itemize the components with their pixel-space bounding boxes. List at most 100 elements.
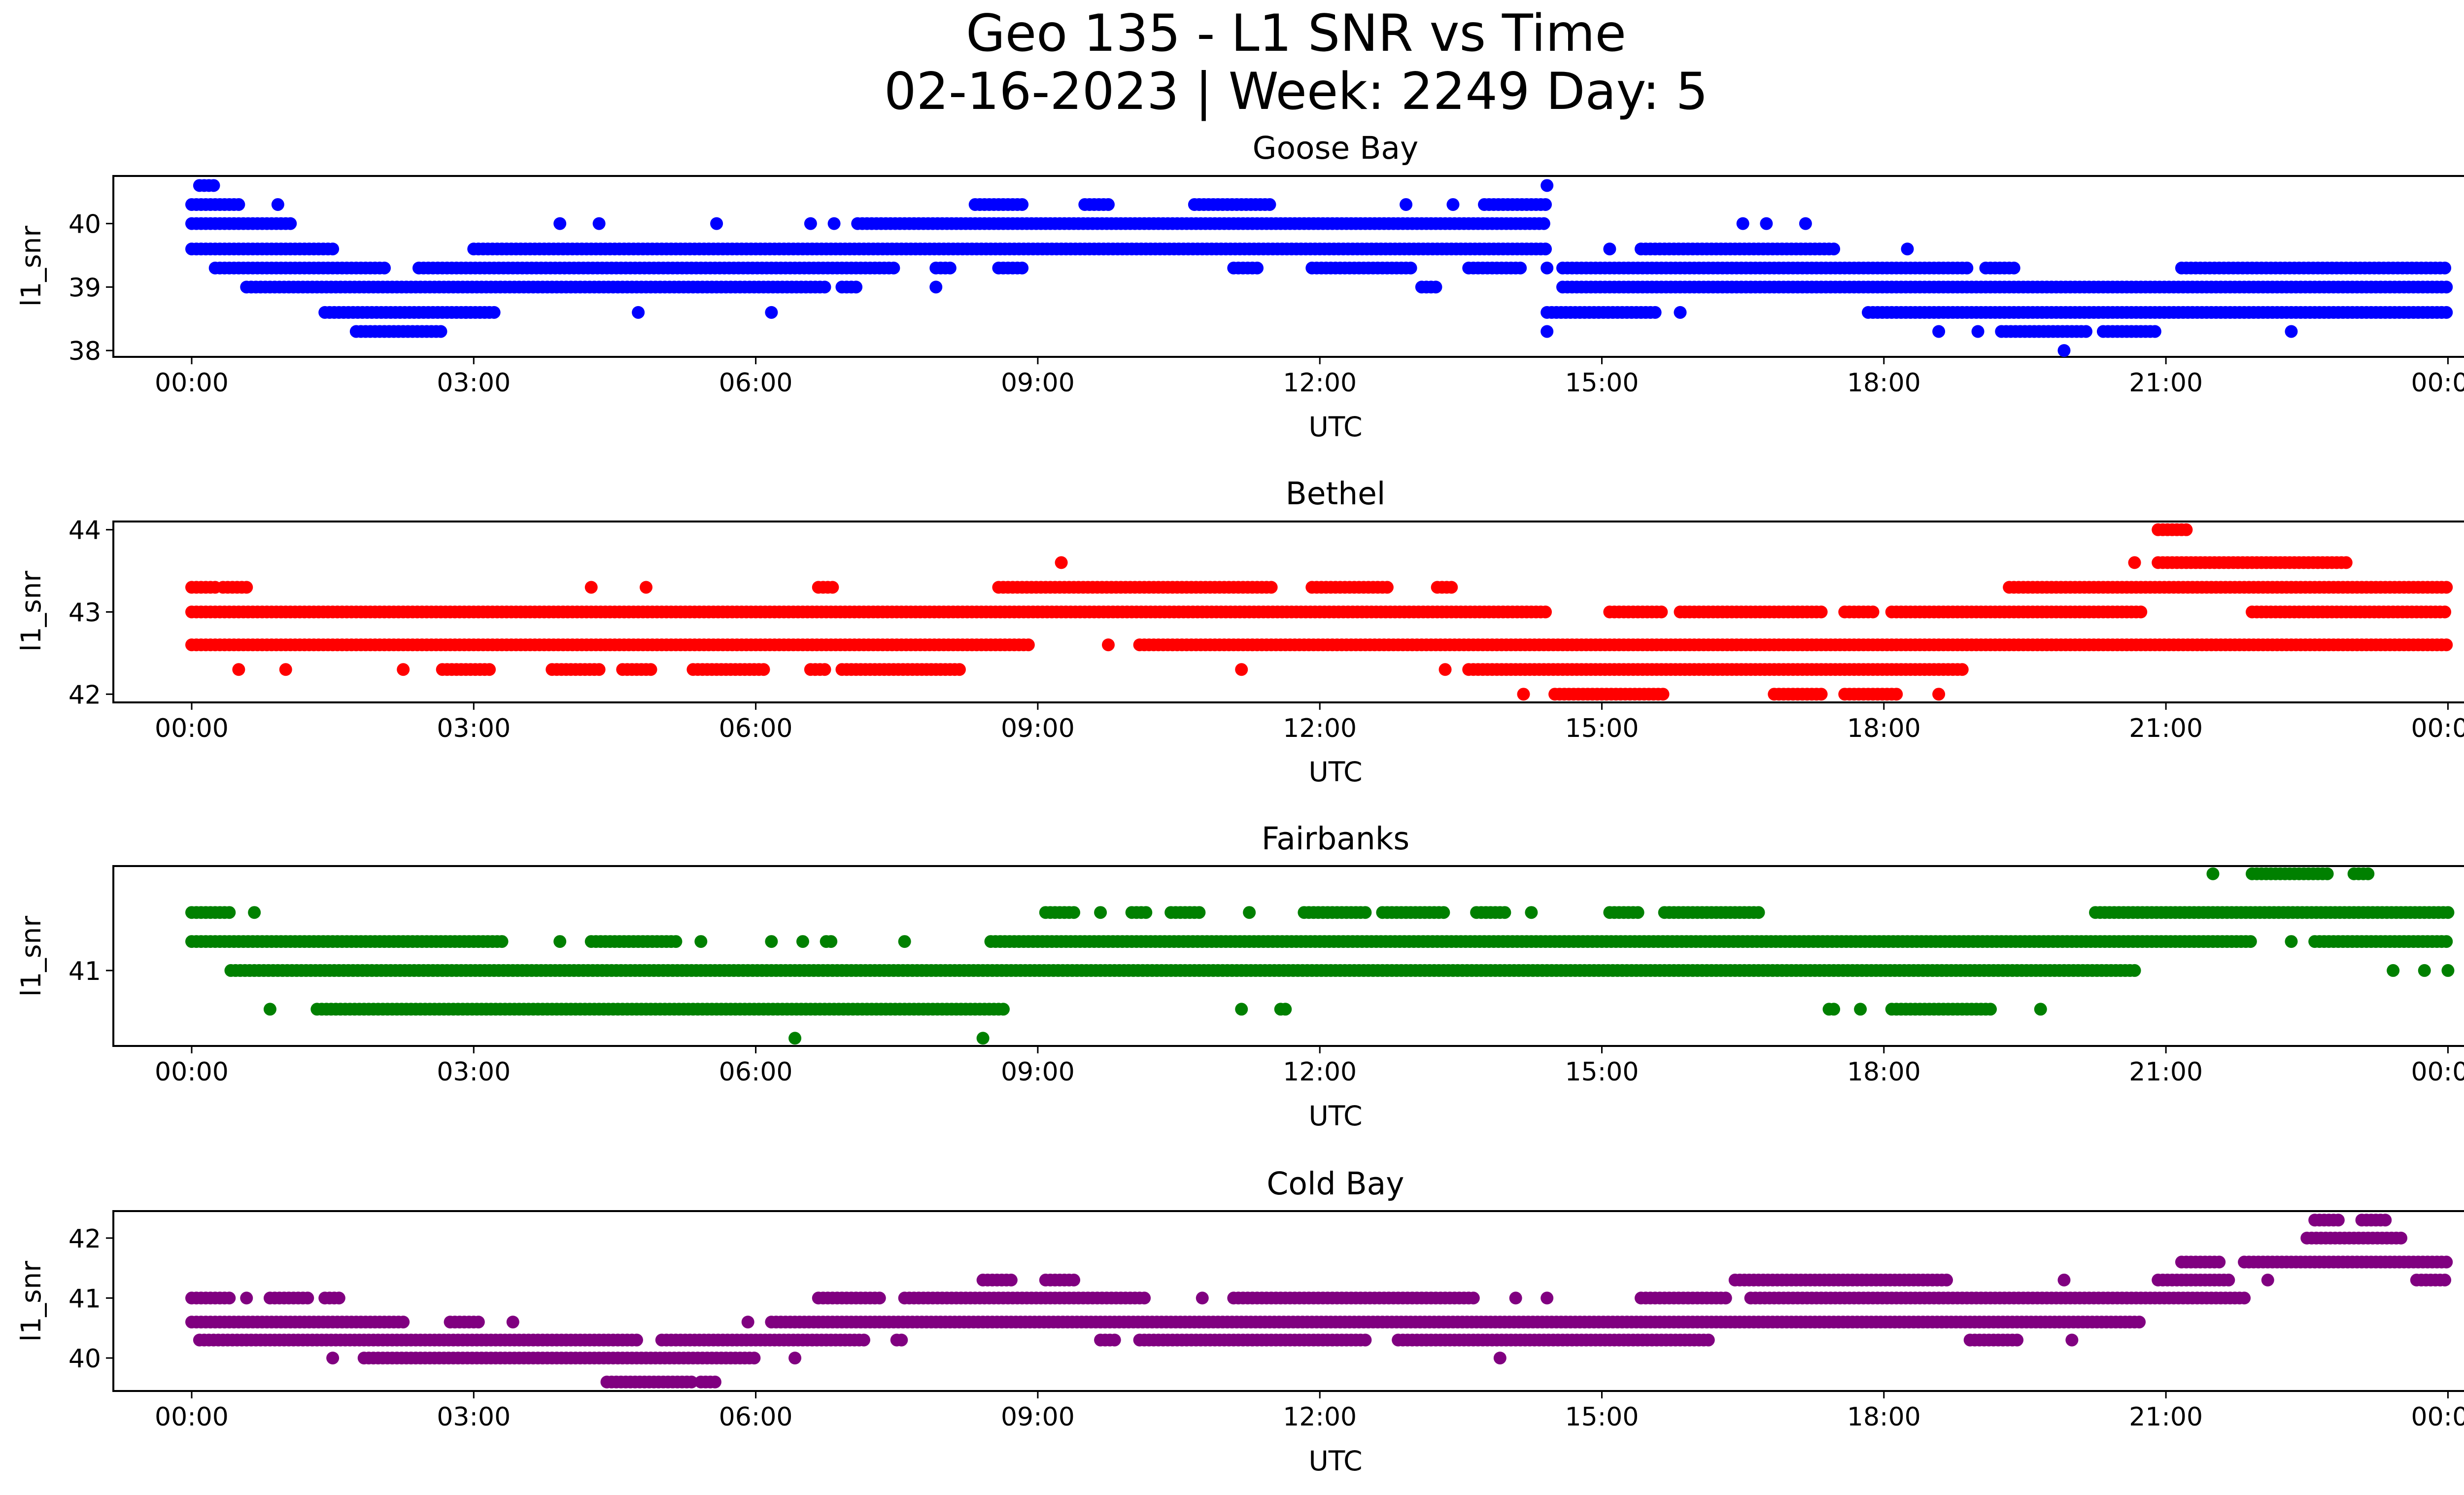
data-point [1674,306,1687,319]
data-point [207,179,220,192]
data-point [640,581,653,594]
data-point [1380,581,1394,594]
data-point [1960,261,1974,275]
plot-frame [112,865,2464,1047]
data-point [1814,688,1828,701]
x-tick-label: 21:00 [2129,1057,2203,1087]
data-point [804,217,817,230]
data-point [2213,1255,2226,1269]
data-point [2440,1255,2453,1269]
data-point [1235,1003,1248,1016]
data-point [1514,261,1527,275]
data-point [279,663,292,676]
y-tick-label: 41 [68,957,101,986]
data-point [644,663,657,676]
figure-title-line2: 02-16-2023 | Week: 2249 Day: 5 [884,62,1708,121]
data-point [1901,243,1914,256]
data-point [1539,605,1552,619]
data-point [553,935,567,948]
data-point [2261,1273,2274,1286]
data-point [1055,556,1068,569]
data-point [1539,243,1552,256]
data-point [301,1291,314,1305]
data-point [1525,906,1538,919]
data-point [827,217,841,230]
data-point [2440,581,2453,594]
data-point [1139,906,1153,919]
x-axis-label: UTC [1308,1445,1362,1477]
data-point [1736,217,1749,230]
data-point [2206,867,2220,880]
data-point [850,280,863,294]
data-point [434,325,447,338]
data-point [2079,325,2092,338]
x-tick-label: 06:00 [719,368,793,398]
subplot-title: Goose Bay [1253,130,1419,166]
data-point [1263,198,1276,211]
data-point [1719,1291,1732,1305]
data-point [996,1003,1010,1016]
x-tick-label: 09:00 [1001,368,1075,398]
x-tick-label: 18:00 [1847,714,1921,743]
x-tick-label: 00:00 [2411,1402,2464,1432]
data-point [1537,217,1550,230]
data-point [1016,198,1029,211]
data-point [472,1316,485,1329]
data-point [378,261,391,275]
data-point [1603,243,1616,256]
data-point [2387,964,2400,977]
x-tick-label: 03:00 [437,1057,511,1087]
data-point [1540,179,1554,192]
data-point [2321,867,2334,880]
data-point [2222,1273,2235,1286]
data-point [2057,344,2071,357]
data-point [1854,1003,1867,1016]
x-tick-label: 15:00 [1565,1057,1639,1087]
x-ticks: 00:00 03:00 06:00 09:00 12:00 15:00 18:00 21:00… [155,702,2464,743]
x-tick-label: 15:00 [1565,1402,1639,1432]
data-point [1022,638,1035,652]
data-point [592,663,606,676]
x-tick-label: 09:00 [1001,1057,1075,1087]
data-point [818,663,831,676]
subplot-bethel: Bethel l1_snr UTC 00:00 03:00 06:00 09:00 12… [15,476,2464,788]
data-point [2379,1214,2392,1227]
x-tick-label: 09:00 [1001,714,1075,743]
figure-title-line1: Geo 135 - L1 SNR vs Time [966,4,1626,63]
x-axis-label: UTC [1308,1100,1362,1132]
x-ticks: 00:00 03:00 06:00 09:00 12:00 15:00 18:00 21:00… [155,1391,2464,1432]
y-tick-label: 44 [68,516,101,546]
data-point [2180,523,2193,536]
data-point [592,217,606,230]
data-point [1265,581,1278,594]
x-tick-label: 03:00 [437,368,511,398]
data-point [1359,906,1372,919]
data-point [1540,1291,1554,1305]
data-point [397,663,410,676]
data-point [2395,1231,2408,1245]
x-tick-label: 15:00 [1565,368,1639,398]
subplot-title: Bethel [1286,476,1386,512]
data-point [2007,261,2020,275]
data-point [826,581,839,594]
data-point [824,935,838,948]
data-point [263,1003,276,1016]
x-tick-label: 06:00 [719,714,793,743]
x-tick-label: 09:00 [1001,1402,1075,1432]
data-point [1509,1291,1522,1305]
data-point [271,198,284,211]
data-point [2418,964,2431,977]
data-point [887,261,900,275]
data-point [2285,325,2298,338]
data-point [240,581,253,594]
data-point [741,1316,754,1329]
data-point [397,1316,410,1329]
data-point [669,935,683,948]
data-points [185,523,2453,701]
data-point [1971,325,1985,338]
data-point [2361,867,2375,880]
x-axis-label: UTC [1308,411,1362,443]
